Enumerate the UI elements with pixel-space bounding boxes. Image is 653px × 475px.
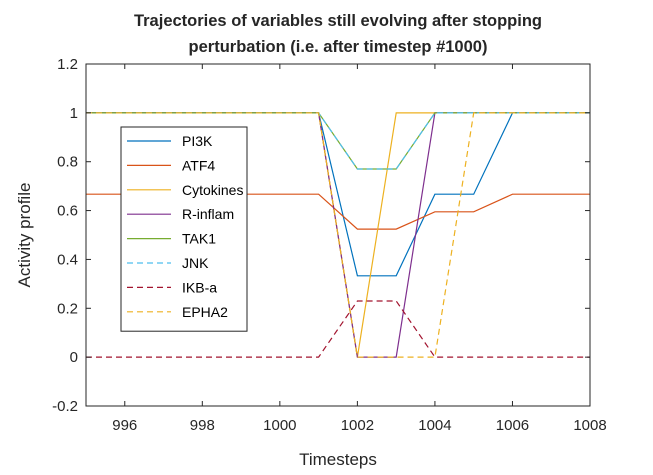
series-line-epha2 <box>86 112 590 358</box>
y-tick-label: 0.6 <box>57 203 78 220</box>
legend-label-epha2: EPHA2 <box>182 304 228 320</box>
y-tick-label: -0.2 <box>52 398 78 415</box>
y-tick-label: 0.2 <box>57 300 78 317</box>
y-tick-label: 0.4 <box>57 251 78 268</box>
axes-layer: 996 998 1000 1002 1004 1006 1008 -0.2 0 0.2 0.4 0.6… <box>52 56 607 434</box>
chart-title-line-1: Trajectories of variables still evolving… <box>134 12 542 30</box>
x-tick-label: 1000 <box>263 417 296 434</box>
legend-box <box>120 126 248 332</box>
x-tick-label: 1002 <box>341 417 374 434</box>
y-tick-label: 0.8 <box>57 154 78 171</box>
y-axis-label: Activity profile <box>15 183 34 288</box>
legend-label-tak1: TAK1 <box>182 231 216 247</box>
legend-label-atf4: ATF4 <box>182 157 215 173</box>
x-tick-label: 1004 <box>418 417 451 434</box>
legend-label-cytokines: Cytokines <box>182 182 243 198</box>
legend: PI3K ATF4 Cytokines R-inflam TAK1 JNK IKB-a EPH… <box>120 126 248 332</box>
legend-label-jnk: JNK <box>182 255 209 271</box>
legend-label-r-inflam: R-inflam <box>182 206 234 222</box>
chart-title-line-2: perturbation (i.e. after timestep #1000) <box>189 38 488 56</box>
x-tick-label: 996 <box>112 417 137 434</box>
series-layer <box>86 112 590 358</box>
x-tick-label: 1006 <box>496 417 529 434</box>
series-line-ikb-a <box>86 300 590 358</box>
y-tick-label: 1.2 <box>57 56 78 73</box>
legend-label-pi3k: PI3K <box>182 133 213 149</box>
x-tick-label: 1008 <box>573 417 606 434</box>
legend-label-ikb-a: IKB-a <box>182 279 217 295</box>
x-tick-label: 998 <box>190 417 215 434</box>
y-tick-label: 1 <box>70 105 78 122</box>
y-tick-label: 0 <box>70 349 78 366</box>
axes-box <box>85 63 591 407</box>
series-line-atf4 <box>86 193 590 230</box>
x-axis-label: Timesteps <box>299 450 377 469</box>
